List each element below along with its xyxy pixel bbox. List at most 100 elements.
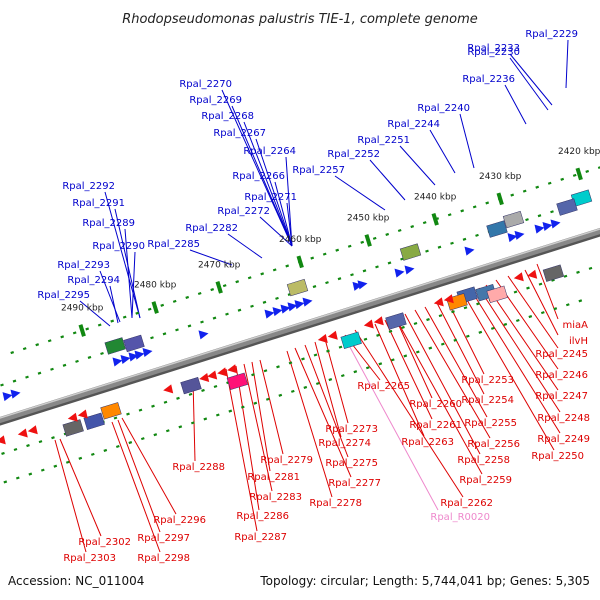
reverse-gene-arrow <box>0 435 6 445</box>
tick-mark <box>347 244 352 248</box>
tick-mark <box>187 324 192 328</box>
tick-mark <box>165 429 170 433</box>
tick-mark <box>301 357 305 361</box>
leader-line <box>394 316 483 475</box>
leader-line <box>259 216 293 247</box>
gene-label: Rpal_2283 <box>249 492 302 503</box>
tick-mark <box>537 214 542 218</box>
tick-mark <box>288 361 293 365</box>
tick-mark <box>438 314 443 318</box>
gene-label: Rpal_R0020 <box>430 512 490 523</box>
gene-label: Rpal_2289 <box>82 218 135 229</box>
gene-label: Rpal_2273 <box>325 424 378 435</box>
tick-mark <box>525 218 529 222</box>
leader-line <box>54 439 87 553</box>
tick-mark <box>397 228 402 233</box>
gene-label: Rpal_2277 <box>328 478 381 489</box>
leader-line <box>344 337 439 511</box>
tick-mark <box>450 241 454 245</box>
gene-label: Rpal_2249 <box>537 434 590 445</box>
tick-mark <box>150 336 154 340</box>
tick-mark <box>175 328 179 332</box>
gene-label: Rpal_2281 <box>247 472 300 483</box>
tick-mark <box>160 303 165 307</box>
gene-label: Rpal_2293 <box>57 260 110 271</box>
leader-line <box>286 202 293 247</box>
gene-label: Rpal_2259 <box>459 475 512 486</box>
leader-line <box>243 363 273 492</box>
gene-label: Rpal_2250 <box>531 451 584 462</box>
leader-line <box>131 251 136 319</box>
kbp-label: 2490 kbp <box>61 304 104 314</box>
kbp-label: 2450 kbp <box>347 213 390 223</box>
tick-mark <box>428 346 433 350</box>
tick-mark <box>363 337 368 341</box>
leader-line <box>294 347 352 478</box>
leader-line <box>255 138 293 247</box>
major-tick <box>215 281 223 294</box>
tick-mark <box>565 303 570 307</box>
gene-label: Rpal_2297 <box>137 533 190 544</box>
tick-mark <box>460 209 465 213</box>
tick-mark <box>103 448 108 452</box>
tick-mark <box>265 397 270 401</box>
gene-label: Rpal_2261 <box>409 420 462 431</box>
forward-gene-arrow <box>357 280 368 290</box>
reverse-gene-arrow <box>217 367 228 377</box>
reverse-gene-arrow <box>207 370 218 380</box>
gene-label: Rpal_2303 <box>63 553 116 564</box>
forward-gene-arrow <box>550 219 561 229</box>
kbp-label: 2480 kbp <box>134 281 177 291</box>
gene-label: Rpal_2275 <box>325 458 378 469</box>
tick-mark <box>140 437 145 441</box>
forward-gene-arrow <box>394 268 405 278</box>
leader-line <box>354 329 464 498</box>
kbp-label: 2420 kbp <box>558 147 600 157</box>
leader-line <box>259 359 284 455</box>
tick-mark <box>263 369 268 373</box>
leader-line <box>436 302 485 395</box>
tick-mark <box>560 177 565 181</box>
tick-mark <box>25 375 29 379</box>
tick-mark <box>35 343 40 347</box>
accession-text: Accession: NC_011004 <box>8 574 144 588</box>
tick-mark <box>513 290 518 294</box>
leader-line <box>251 361 271 472</box>
forward-gene-arrow <box>302 297 313 307</box>
tick-mark <box>90 452 95 456</box>
tick-mark <box>188 392 193 396</box>
tick-mark <box>422 221 427 225</box>
gene-label: Rpal_2253 <box>461 375 514 386</box>
reverse-gene-arrow <box>527 269 538 279</box>
tick-mark <box>185 295 190 299</box>
forward-gene-arrow <box>542 222 553 232</box>
forward-gene-arrow <box>112 357 123 367</box>
tick-mark <box>272 268 277 272</box>
leader-line <box>314 341 342 438</box>
leader-line <box>121 417 177 515</box>
leader-line <box>565 39 569 89</box>
reverse-gene-box <box>83 412 105 430</box>
reverse-gene-box <box>100 402 122 420</box>
gene-label: Rpal_2298 <box>137 553 190 564</box>
reverse-gene-box <box>340 331 362 349</box>
forward-gene-arrow <box>514 230 525 240</box>
tick-mark <box>110 319 115 323</box>
reverse-gene-arrow <box>227 364 238 374</box>
tick-mark <box>37 371 42 375</box>
tick-mark <box>235 280 240 284</box>
forward-gene-arrow <box>264 309 275 319</box>
tick-mark <box>10 351 15 355</box>
tick-mark <box>72 331 77 335</box>
leader-line <box>524 269 559 336</box>
gene-label: Rpal_2294 <box>67 275 120 286</box>
tick-mark <box>128 441 133 445</box>
gene-label: Rpal_2245 <box>535 349 588 360</box>
tick-mark <box>3 480 8 484</box>
gene-label: Rpal_2292 <box>62 181 115 192</box>
tick-mark <box>200 320 204 324</box>
reverse-gene-arrow <box>363 319 374 329</box>
forward-gene-arrow <box>464 246 475 256</box>
gene-label: Rpal_2263 <box>401 437 454 448</box>
